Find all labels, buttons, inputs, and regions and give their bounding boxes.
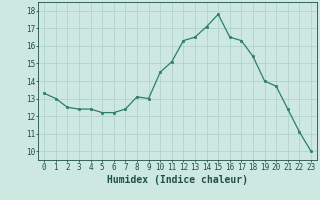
- X-axis label: Humidex (Indice chaleur): Humidex (Indice chaleur): [107, 175, 248, 185]
